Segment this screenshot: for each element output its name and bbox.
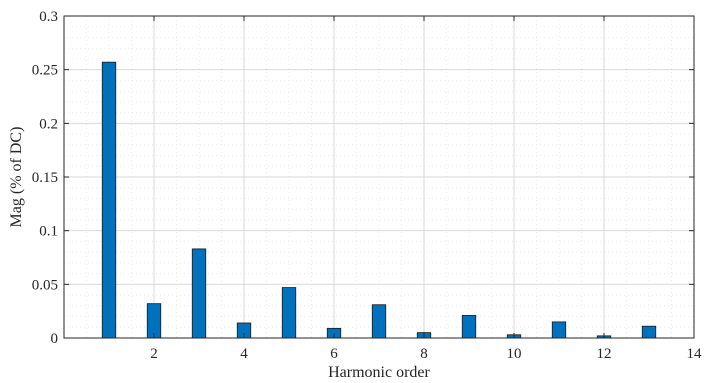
y-tick-label: 0.25 [32, 63, 58, 79]
y-tick-label: 0.15 [32, 170, 58, 186]
x-axis-ticks: 2 4 6 8 10 12 14 [150, 16, 702, 362]
major-grid [64, 16, 694, 338]
x-tick-label: 8 [420, 346, 428, 362]
y-tick-label: 0.3 [39, 9, 58, 25]
x-axis-label: Harmonic order [328, 364, 430, 381]
x-tick-label: 10 [507, 346, 522, 362]
y-axis-label: Mag (% of DC) [8, 127, 25, 228]
bar-harmonic-1 [101, 61, 117, 339]
x-tick-label: 12 [597, 346, 612, 362]
y-axis-ticks: 0 0.05 0.1 0.15 0.2 0.25 0.3 [32, 9, 694, 347]
y-tick-label: 0.1 [39, 224, 58, 240]
bar-harmonic-2 [146, 303, 162, 339]
bar-harmonic-3 [191, 248, 207, 339]
bar-harmonic-5 [281, 287, 297, 339]
bar-harmonic-13 [641, 325, 657, 339]
bar-harmonic-11 [551, 321, 567, 339]
y-tick-label: 0 [51, 331, 59, 347]
bar-harmonic-7 [371, 304, 387, 339]
x-tick-label: 14 [687, 346, 703, 362]
y-tick-label: 0.2 [39, 116, 58, 132]
x-tick-label: 2 [150, 346, 158, 362]
x-tick-label: 6 [330, 346, 338, 362]
bar-harmonic-9 [461, 315, 477, 339]
y-tick-label: 0.05 [32, 277, 58, 293]
x-tick-label: 4 [240, 346, 248, 362]
